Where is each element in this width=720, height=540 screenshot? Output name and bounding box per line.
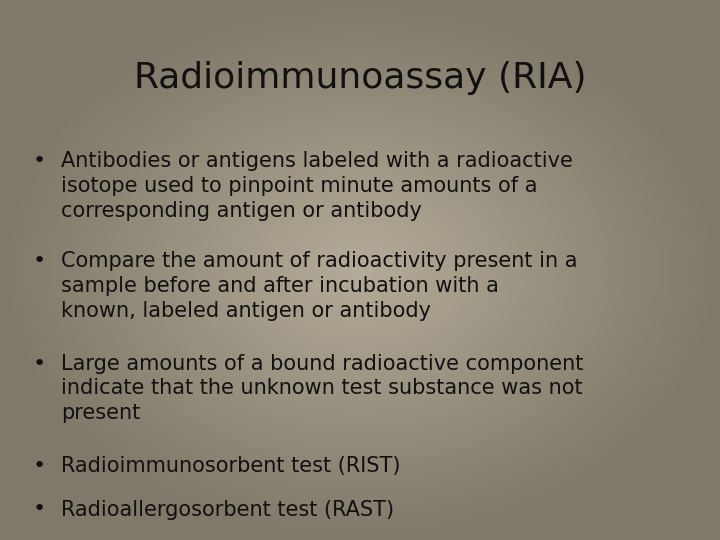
Text: •: • xyxy=(33,500,46,519)
Text: Radioallergosorbent test (RAST): Radioallergosorbent test (RAST) xyxy=(61,500,395,519)
Text: Compare the amount of radioactivity present in a
sample before and after incubat: Compare the amount of radioactivity pres… xyxy=(61,251,577,321)
Text: Antibodies or antigens labeled with a radioactive
isotope used to pinpoint minut: Antibodies or antigens labeled with a ra… xyxy=(61,151,573,221)
Text: Large amounts of a bound radioactive component
indicate that the unknown test su: Large amounts of a bound radioactive com… xyxy=(61,354,584,423)
Text: •: • xyxy=(33,151,46,171)
Text: •: • xyxy=(33,354,46,374)
Text: Radioimmunoassay (RIA): Radioimmunoassay (RIA) xyxy=(134,62,586,95)
Text: Radioimmunosorbent test (RIST): Radioimmunosorbent test (RIST) xyxy=(61,456,401,476)
Text: •: • xyxy=(33,456,46,476)
Text: •: • xyxy=(33,251,46,271)
